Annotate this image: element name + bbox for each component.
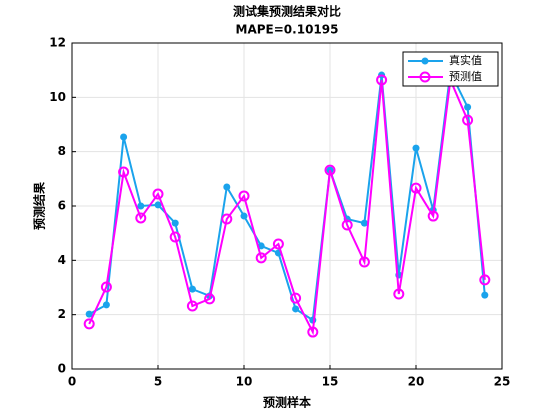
chart-title: 测试集预测结果对比: [233, 4, 341, 19]
legend-label: 预测值: [449, 70, 482, 83]
legend-marker: [419, 71, 431, 83]
data-point: [102, 301, 110, 309]
chart-subtitle: MAPE=0.10195: [236, 23, 339, 37]
data-point: [410, 182, 422, 194]
y-tick-label: 8: [58, 144, 66, 158]
plot-frame: [71, 42, 503, 370]
data-point: [152, 188, 164, 200]
data-point: [169, 231, 181, 243]
y-tick-label: 2: [58, 307, 66, 321]
y-axis-label: 预测结果: [32, 182, 47, 230]
data-point: [223, 183, 231, 191]
data-point: [238, 190, 250, 202]
legend-label: 真实值: [449, 53, 482, 67]
data-point: [412, 144, 420, 152]
data-point: [360, 219, 368, 227]
x-axis-label: 预测样本: [263, 395, 311, 410]
data-point: [221, 213, 233, 225]
y-tick-label: 12: [49, 36, 66, 50]
data-point: [427, 210, 439, 222]
y-tick-label: 0: [58, 362, 66, 376]
data-point: [290, 292, 302, 304]
y-tick-label: 4: [58, 253, 66, 267]
data-point: [292, 305, 300, 313]
data-point: [120, 133, 128, 141]
data-point: [481, 291, 489, 299]
x-tick-label: 0: [68, 375, 76, 389]
data-point: [324, 164, 336, 176]
data-point: [341, 219, 353, 231]
data-point: [255, 252, 267, 264]
data-point: [100, 281, 112, 293]
data-point: [85, 310, 93, 318]
data-point: [240, 212, 248, 220]
y-tick-label: 10: [49, 90, 66, 104]
data-point: [135, 212, 147, 224]
data-point: [393, 288, 405, 300]
y-tick-label: 6: [58, 199, 66, 213]
data-point: [272, 238, 284, 250]
data-point: [464, 103, 472, 111]
data-point: [462, 114, 474, 126]
x-tick-label: 20: [408, 375, 425, 389]
x-tick-label: 25: [494, 375, 511, 389]
data-point: [307, 326, 319, 338]
data-point: [83, 318, 95, 330]
data-point: [479, 274, 491, 286]
x-tick-label: 5: [154, 375, 162, 389]
legend-marker: [421, 57, 429, 65]
data-point: [188, 285, 196, 293]
data-point: [118, 166, 130, 178]
data-point: [204, 293, 216, 305]
data-point: [154, 201, 162, 209]
data-point: [376, 74, 388, 86]
data-point: [137, 202, 145, 210]
x-tick-label: 15: [322, 375, 339, 389]
data-point: [257, 242, 265, 250]
x-tick-label: 10: [236, 375, 253, 389]
data-point: [186, 300, 198, 312]
data-point: [171, 219, 179, 227]
legend-box: [402, 51, 499, 87]
data-point: [358, 256, 370, 268]
